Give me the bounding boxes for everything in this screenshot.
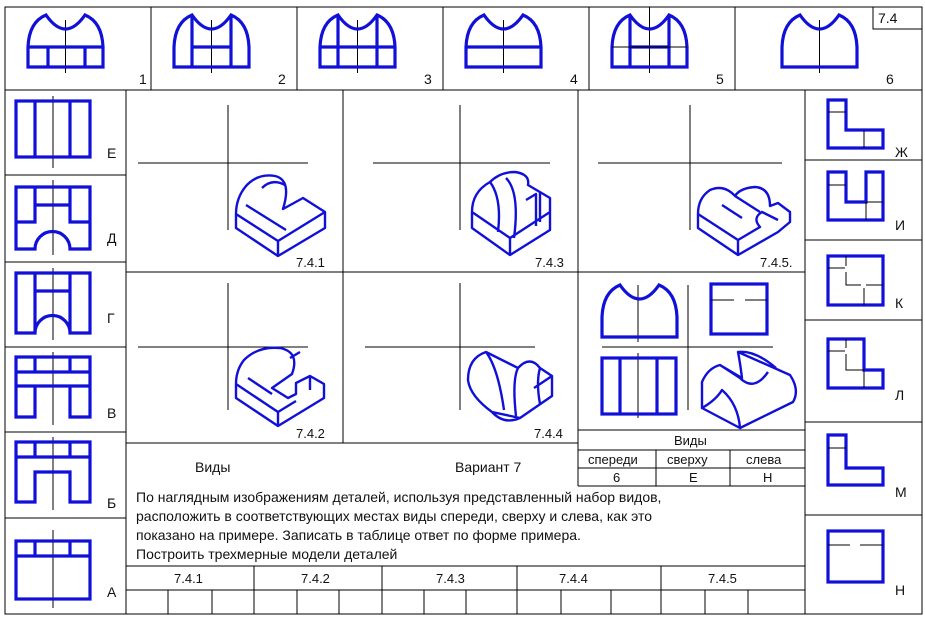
example-drawing bbox=[600, 282, 798, 430]
plan-view-d bbox=[14, 180, 92, 255]
left-view-label: Е bbox=[107, 145, 116, 161]
front-view-6 bbox=[780, 13, 859, 73]
sheet-number: 7.4 bbox=[878, 10, 898, 26]
part-label: 7.4.4 bbox=[534, 426, 563, 441]
answer-cell[interactable] bbox=[706, 591, 747, 613]
front-view-4 bbox=[464, 13, 543, 73]
part-7-4-5 bbox=[598, 105, 792, 257]
answer-cell[interactable] bbox=[518, 591, 560, 613]
example-header-left: слева bbox=[746, 452, 782, 467]
variant-label: Вариант 7 bbox=[455, 459, 522, 475]
example-value-front: 6 bbox=[613, 470, 620, 485]
part-7-4-1 bbox=[138, 105, 327, 258]
top-view-label: 2 bbox=[278, 71, 286, 87]
grid-lines bbox=[4, 6, 923, 615]
side-view-n bbox=[826, 529, 885, 584]
right-view-label: Ж bbox=[895, 144, 908, 160]
task-line: показано на примере. Записать в таблице … bbox=[136, 527, 581, 543]
side-view-zh bbox=[826, 98, 885, 150]
top-view-label: 6 bbox=[886, 71, 894, 87]
task-line: Построить трехмерные модели деталей bbox=[136, 546, 397, 562]
task-line: расположить в соответствующих местах вид… bbox=[136, 508, 652, 524]
answer-cell[interactable] bbox=[383, 591, 423, 613]
front-view-5 bbox=[610, 7, 689, 73]
views-label: Виды bbox=[195, 459, 230, 475]
front-view-3 bbox=[318, 13, 397, 73]
top-view-label: 4 bbox=[570, 71, 578, 87]
answer-cell[interactable] bbox=[662, 591, 704, 613]
answer-cell[interactable] bbox=[255, 591, 296, 613]
top-view-label: 5 bbox=[716, 71, 724, 87]
example-header-front: спереди bbox=[588, 452, 638, 467]
left-view-label: Б bbox=[107, 495, 116, 511]
side-view-m bbox=[826, 433, 885, 487]
plan-view-g bbox=[14, 268, 92, 340]
answer-cell[interactable] bbox=[298, 591, 338, 613]
task-line: По наглядным изображениям деталей, испол… bbox=[136, 489, 661, 505]
answer-header: 7.4.4 bbox=[559, 571, 588, 586]
right-view-label: М bbox=[895, 484, 907, 500]
answer-header: 7.4.3 bbox=[436, 571, 465, 586]
example-value-top: Е bbox=[689, 470, 698, 485]
answer-cell[interactable] bbox=[749, 591, 804, 613]
right-view-label: К bbox=[895, 295, 904, 311]
right-view-label: Н bbox=[895, 582, 905, 598]
front-view-2 bbox=[172, 13, 251, 73]
left-view-label: А bbox=[107, 584, 117, 600]
plan-view-a bbox=[14, 530, 92, 608]
answer-header: 7.4.1 bbox=[174, 571, 203, 586]
example-value-left: Н bbox=[763, 470, 772, 485]
part-7-4-4 bbox=[365, 283, 554, 422]
answer-cell[interactable] bbox=[562, 591, 610, 613]
plan-view-v bbox=[14, 352, 92, 425]
plan-view-e bbox=[14, 96, 92, 168]
right-view-label: Л bbox=[895, 387, 904, 403]
answer-cell[interactable] bbox=[467, 591, 516, 613]
part-label: 7.4.5. bbox=[760, 255, 793, 270]
left-view-label: Д bbox=[107, 230, 117, 246]
part-label: 7.4.1 bbox=[296, 255, 325, 270]
plan-view-b bbox=[14, 437, 92, 510]
answer-cell[interactable] bbox=[127, 591, 167, 613]
answer-header: 7.4.5 bbox=[708, 571, 737, 586]
example-title: Виды bbox=[674, 433, 707, 448]
left-view-label: В bbox=[107, 405, 116, 421]
right-view-label: И bbox=[895, 217, 905, 233]
answer-cell[interactable] bbox=[169, 591, 211, 613]
side-view-i bbox=[826, 170, 885, 222]
left-view-label: Г bbox=[107, 310, 115, 326]
answer-cell[interactable] bbox=[213, 591, 253, 613]
side-view-l bbox=[826, 337, 885, 390]
answer-cell[interactable] bbox=[340, 591, 381, 613]
part-7-4-2 bbox=[138, 283, 326, 428]
answer-header: 7.4.2 bbox=[301, 571, 330, 586]
part-7-4-3 bbox=[373, 105, 552, 257]
top-view-label: 3 bbox=[424, 71, 432, 87]
side-view-k bbox=[826, 254, 885, 307]
answer-cell[interactable] bbox=[425, 591, 465, 613]
front-view-1 bbox=[26, 13, 105, 73]
part-label: 7.4.2 bbox=[296, 426, 325, 441]
part-label: 7.4.3 bbox=[535, 255, 564, 270]
example-header-top: сверху bbox=[667, 452, 708, 467]
answer-cell[interactable] bbox=[612, 591, 660, 613]
top-view-label: 1 bbox=[139, 71, 147, 87]
